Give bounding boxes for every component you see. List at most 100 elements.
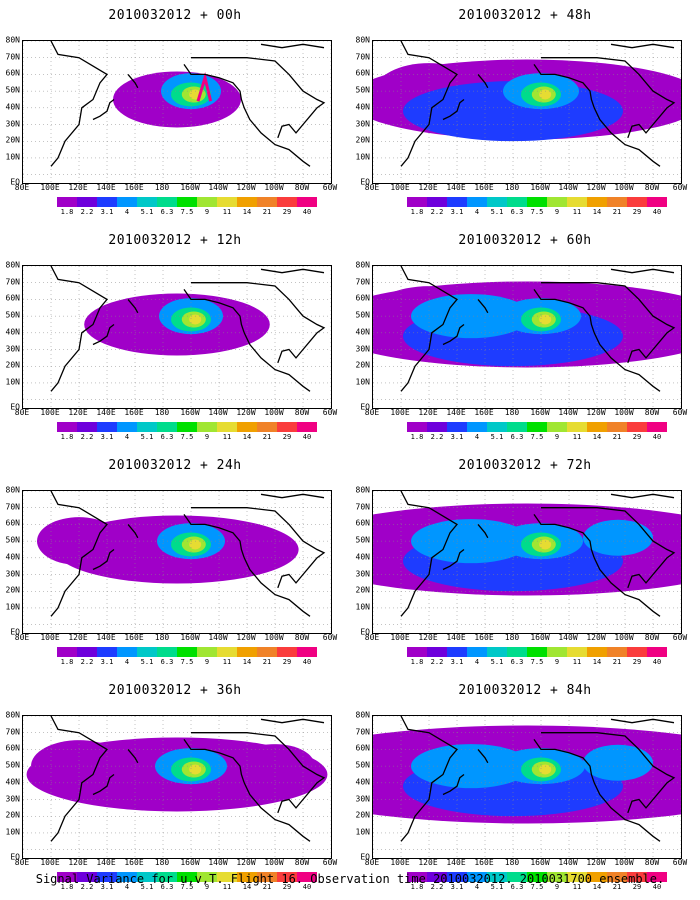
coastline xyxy=(183,64,311,167)
colorbar-swatch xyxy=(427,197,447,207)
coastline xyxy=(191,282,326,364)
longitude-tick-label: 140W xyxy=(558,408,578,417)
colorbar-swatch xyxy=(297,422,317,432)
colorbar-tick-label: 1.8 xyxy=(60,883,74,891)
coastline xyxy=(50,716,108,842)
coastline xyxy=(533,64,661,167)
colorbar-swatch xyxy=(647,647,667,657)
colorbar-tick-label: 40 xyxy=(302,658,312,666)
coastline xyxy=(541,732,676,814)
map-frame xyxy=(22,715,332,859)
longitude-tick-label: 120E xyxy=(68,858,88,867)
colorbar-swatch xyxy=(237,872,257,882)
longitude-axis: 80E 100E 120E 140E 160E 180 160W 140W 120W 100W 80… xyxy=(15,183,337,195)
latitude-tick-label: 40N xyxy=(355,552,370,562)
panel-title: 2010032012 + 00h xyxy=(108,8,242,23)
colorbar-swatch xyxy=(117,647,137,657)
colorbar-tick-label: 5.1 xyxy=(490,883,504,891)
colorbar-labels: 1.8 2.2 3.1 4 5.1 6.3 7.5 9 11 14 21 29 40 xyxy=(407,433,667,443)
colorbar-tick-label: 11 xyxy=(572,658,582,666)
colorbar-tick-label: 3.1 xyxy=(450,658,464,666)
latitude-tick-label: EQ xyxy=(360,402,370,412)
longitude-tick-label: 140E xyxy=(96,183,116,192)
longitude-tick-label: 140E xyxy=(446,408,466,417)
colorbar-tick-label: 4 xyxy=(124,658,130,666)
colorbar-tick-label: 11 xyxy=(222,208,232,216)
colorbar-labels: 1.8 2.2 3.1 4 5.1 6.3 7.5 9 11 14 21 29 40 xyxy=(407,883,667,893)
colorbar-tick-label: 21 xyxy=(612,658,622,666)
colorbar-swatch xyxy=(427,647,447,657)
colorbar-tick-label: 1.8 xyxy=(410,208,424,216)
colorbar-swatch xyxy=(117,872,137,882)
coastline xyxy=(533,739,661,842)
colorbar-tick-label: 3.1 xyxy=(100,433,114,441)
coastline xyxy=(183,289,311,392)
coastline xyxy=(50,266,108,392)
colorbar-swatch xyxy=(407,647,427,657)
coastline xyxy=(610,268,675,274)
longitude-tick-label: 140W xyxy=(558,183,578,192)
colorbar-tick-label: 7.5 xyxy=(180,658,194,666)
colorbar-tick-label: 9 xyxy=(554,658,560,666)
map-frame xyxy=(372,265,682,409)
colorbar-swatch xyxy=(467,647,487,657)
coastline xyxy=(183,514,311,617)
longitude-tick-label: 80E xyxy=(364,408,380,417)
colorbar-swatch xyxy=(197,872,217,882)
colorbar-swatch xyxy=(217,197,237,207)
longitude-tick-label: 80E xyxy=(14,408,30,417)
coastline xyxy=(92,98,115,121)
longitude-tick-label: 100E xyxy=(40,183,60,192)
longitude-tick-label: 80W xyxy=(294,408,310,417)
colorbar-tick-label: 14 xyxy=(242,208,252,216)
panel-title: 2010032012 + 72h xyxy=(458,458,592,473)
latitude-axis: 80N 70N 60N 50N 40N 30N 20N 10N EQ xyxy=(0,261,22,412)
longitude-tick-label: 100E xyxy=(40,408,60,417)
colorbar-swatch xyxy=(237,197,257,207)
longitude-tick-label: 140W xyxy=(208,183,228,192)
colorbar-tick-label: 2.2 xyxy=(430,433,444,441)
colorbar-swatch xyxy=(487,872,507,882)
colorbar-swatch xyxy=(117,422,137,432)
latitude-tick-label: 80N xyxy=(355,260,370,270)
latitude-tick-label: 40N xyxy=(355,777,370,787)
colorbar-tick-label: 4 xyxy=(124,208,130,216)
colorbar-swatch xyxy=(177,422,197,432)
variance-contour-mid xyxy=(583,519,653,556)
colorbar-tick-label: 5.1 xyxy=(140,883,154,891)
colorbar-swatch xyxy=(627,872,647,882)
colorbar-tick-label: 21 xyxy=(612,883,622,891)
longitude-tick-label: 80W xyxy=(644,633,660,642)
colorbar xyxy=(407,872,667,882)
longitude-tick-label: 160E xyxy=(124,858,144,867)
longitude-tick-label: 180 xyxy=(154,858,170,867)
longitude-tick-label: 160E xyxy=(474,183,494,192)
colorbar-tick-label: 5.1 xyxy=(490,658,504,666)
longitude-tick-label: 160W xyxy=(180,633,200,642)
colorbar-tick-label: 21 xyxy=(262,208,272,216)
longitude-tick-label: 100W xyxy=(264,858,284,867)
longitude-tick-label: 160W xyxy=(530,408,550,417)
colorbar-swatch xyxy=(587,422,607,432)
colorbar-tick-label: 29 xyxy=(282,658,292,666)
colorbar-swatch xyxy=(507,422,527,432)
longitude-tick-label: 140E xyxy=(96,408,116,417)
coastline xyxy=(541,282,676,364)
longitude-tick-label: 120E xyxy=(418,408,438,417)
colorbar-tick-label: 2.2 xyxy=(80,433,94,441)
colorbar-swatch xyxy=(507,647,527,657)
longitude-tick-label: 120E xyxy=(418,858,438,867)
colorbar-swatch xyxy=(647,422,667,432)
colorbar-swatch xyxy=(427,872,447,882)
forecast-panel: 2010032012 + 48h 80N 70N 60N 50N 40N 30N 20N 10N… xyxy=(350,0,700,225)
latitude-tick-label: EQ xyxy=(360,627,370,637)
colorbar-tick-label: 7.5 xyxy=(530,208,544,216)
latitude-tick-label: 20N xyxy=(5,135,20,145)
colorbar-tick-label: 21 xyxy=(262,433,272,441)
forecast-panel: 2010032012 + 72h 80N 70N 60N 50N 40N 30N 20N 10N… xyxy=(350,450,700,675)
longitude-tick-label: 140E xyxy=(96,858,116,867)
latitude-tick-label: 60N xyxy=(5,743,20,753)
latitude-tick-label: 50N xyxy=(355,310,370,320)
longitude-tick-label: 140W xyxy=(208,408,228,417)
longitude-tick-label: 80E xyxy=(364,183,380,192)
